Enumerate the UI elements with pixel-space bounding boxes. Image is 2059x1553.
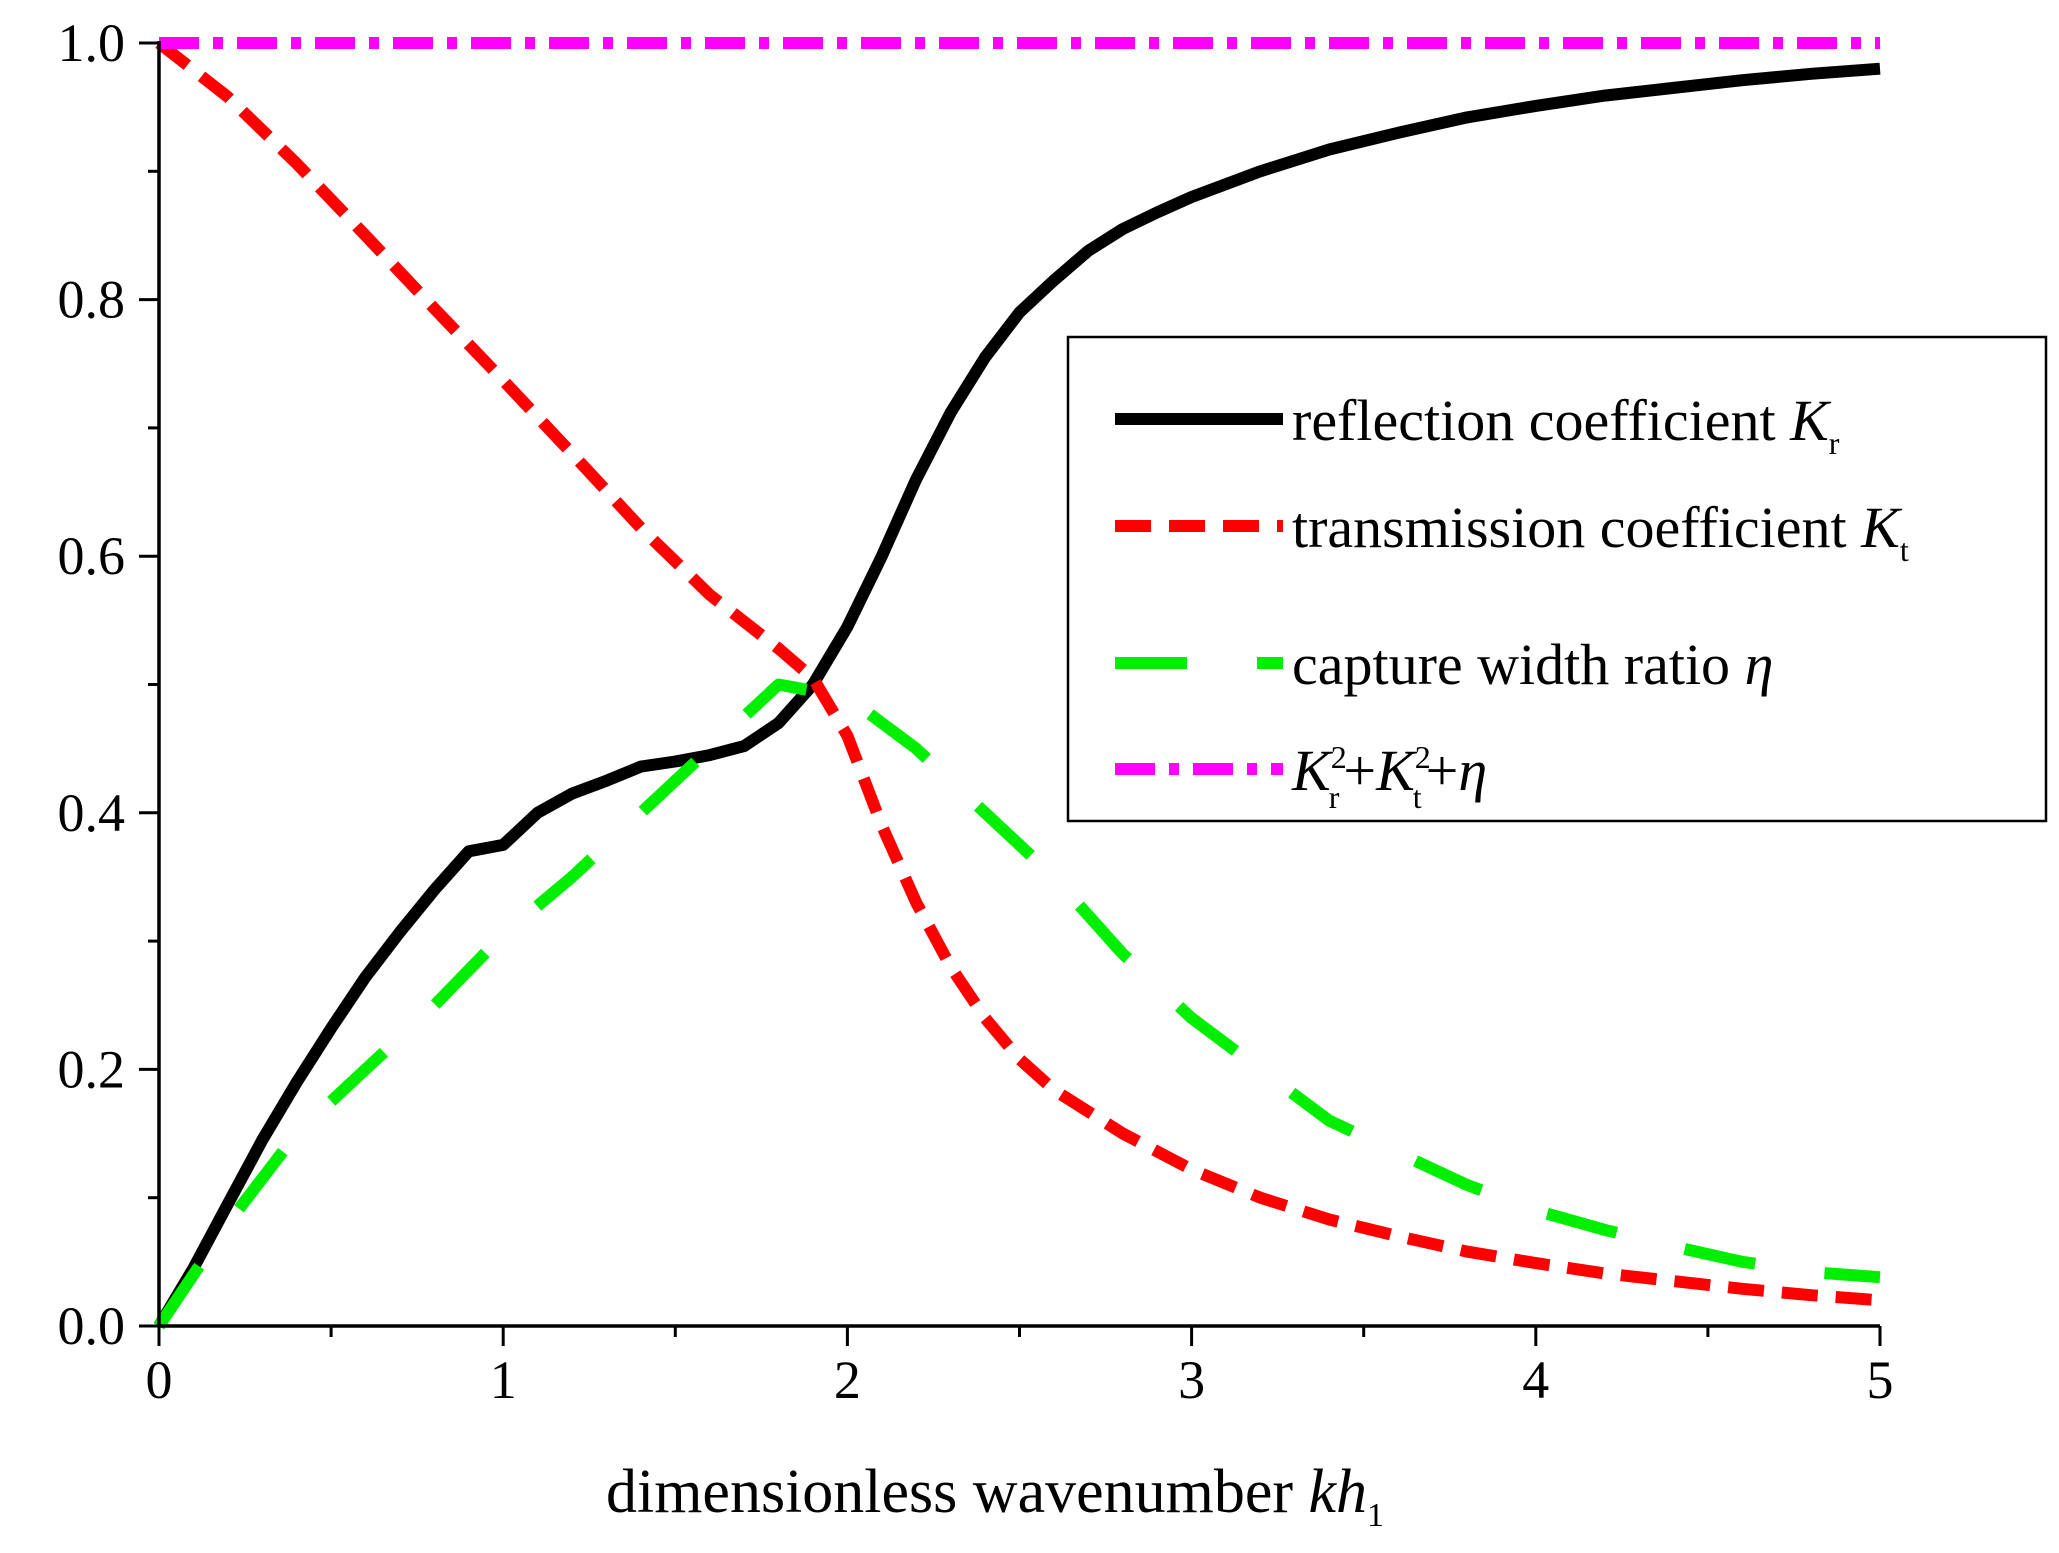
series-line-0	[153, 62, 1881, 1330]
y-tick-label: 0.0	[58, 1296, 126, 1356]
y-tick-label: 1.0	[58, 13, 126, 73]
series-layer	[153, 37, 1881, 1330]
x-axis-title: dimensionless wavenumber kh1	[606, 1458, 1384, 1534]
legend-label-reflection-sub: r	[1829, 425, 1840, 461]
legend-sum-sup1: 2	[1331, 739, 1347, 775]
legend-label-transmission-sub: t	[1900, 532, 1909, 568]
legend-sum-plus2: +	[1426, 738, 1459, 803]
axes-layer: 0 1 2 3 4 5 0.0 0.2 0.4 0.6 0.8 1.0	[58, 13, 1894, 1410]
y-tick-label: 0.2	[58, 1039, 126, 1099]
legend-label-capture: capture width ratio η	[1292, 632, 1773, 697]
series-line-2	[154, 678, 1881, 1330]
x-axis-title-italic: kh	[1309, 1458, 1368, 1526]
y-tick-label: 0.8	[58, 270, 126, 330]
x-tick-label: 1	[490, 1350, 517, 1410]
legend-sum-sub2: t	[1413, 779, 1422, 815]
x-axis-title-sub: 1	[1367, 1497, 1384, 1534]
legend-sum-eta: η	[1458, 738, 1487, 803]
y-tick-label: 0.6	[58, 526, 126, 586]
legend-label-capture-symbol: η	[1745, 632, 1774, 697]
y-tick-label: 0.4	[58, 783, 126, 843]
legend-label-reflection-text: reflection coefficient	[1292, 388, 1790, 453]
x-axis-title-main: dimensionless wavenumber	[606, 1458, 1309, 1526]
legend-sum-k1: K	[1291, 738, 1334, 803]
x-tick-label: 4	[1522, 1350, 1549, 1410]
legend-sum-sub1: r	[1329, 779, 1340, 815]
legend-label-transmission: transmission coefficient Kt	[1292, 495, 1909, 568]
legend-sum-k2: K	[1375, 738, 1418, 803]
legend-label-transmission-text: transmission coefficient	[1292, 495, 1861, 560]
x-tick-label: 2	[834, 1350, 861, 1410]
x-tick-label: 0	[146, 1350, 173, 1410]
legend: reflection coefficient Kr transmission c…	[1066, 335, 2048, 823]
legend-label-reflection: reflection coefficient Kr	[1292, 388, 1840, 461]
legend-sum-plus1: +	[1343, 738, 1376, 803]
legend-sum-sup2: 2	[1415, 739, 1431, 775]
legend-label-sum: K2 r+K2 t+η	[1291, 738, 1487, 815]
legend-label-reflection-symbol: K	[1789, 388, 1832, 453]
series-line-1	[155, 38, 1881, 1307]
x-tick-label: 3	[1178, 1350, 1205, 1410]
legend-label-capture-text: capture width ratio	[1292, 632, 1745, 697]
legend-label-transmission-symbol: K	[1860, 495, 1903, 560]
x-tick-label: 5	[1867, 1350, 1894, 1410]
